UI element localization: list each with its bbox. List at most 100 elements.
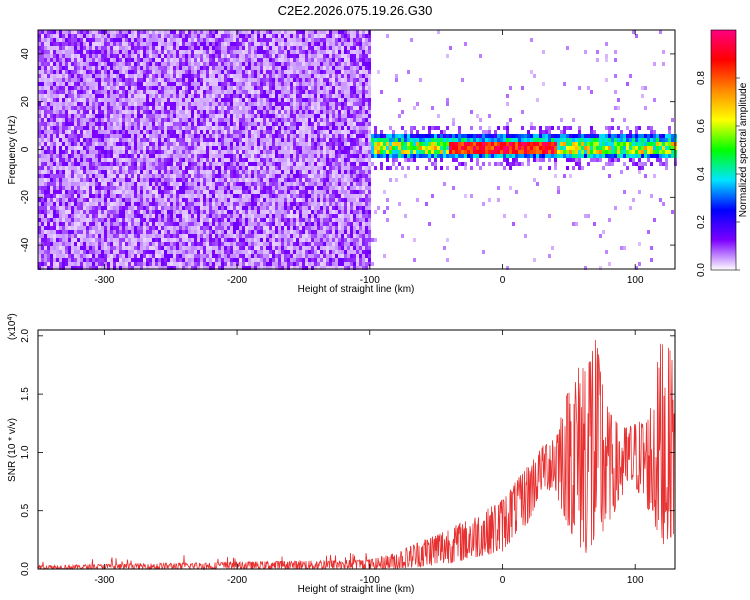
spectrogram-cell bbox=[164, 42, 167, 46]
spectrogram-cell bbox=[260, 134, 263, 138]
spectrogram-cell bbox=[101, 258, 104, 262]
spectrogram-cell bbox=[71, 154, 74, 158]
spectrogram-cell bbox=[260, 98, 263, 102]
spectrogram-cell bbox=[227, 166, 230, 170]
spectrogram-cell bbox=[149, 178, 152, 182]
spectrogram-cell bbox=[113, 206, 116, 210]
spectrogram-cell bbox=[113, 190, 116, 194]
spectrogram-cell bbox=[164, 246, 167, 250]
spectrogram-cell bbox=[182, 102, 185, 106]
spectrogram-cell bbox=[269, 142, 272, 146]
spectrogram-cell bbox=[251, 70, 254, 74]
spectrogram-cell bbox=[134, 134, 137, 138]
spectrogram-cell bbox=[248, 150, 251, 154]
spectrogram-cell bbox=[176, 50, 179, 54]
spectrogram-cell bbox=[194, 258, 197, 262]
spectrogram-cell bbox=[200, 234, 203, 238]
spectrogram-cell bbox=[41, 98, 44, 102]
spectrogram-cell bbox=[215, 74, 218, 78]
chart-title: C2E2.2026.075.19.26.G30 bbox=[278, 3, 433, 18]
spectrogram-cell bbox=[119, 34, 122, 38]
spectrogram-cell bbox=[227, 118, 230, 122]
spectrogram-cell bbox=[140, 182, 143, 186]
spectrogram-cell bbox=[41, 150, 44, 154]
spectrogram-cell bbox=[164, 182, 167, 186]
spectrogram-cell bbox=[134, 42, 137, 46]
spectrogram-cell bbox=[161, 154, 164, 158]
spectrogram-cell bbox=[203, 30, 206, 34]
spectrogram-cell bbox=[98, 62, 101, 66]
spectrogram-cell bbox=[239, 86, 242, 90]
spectrogram-cell bbox=[77, 54, 80, 58]
spectrogram-cell bbox=[191, 122, 194, 126]
spectrogram-cell bbox=[260, 186, 263, 190]
spectrogram-cell bbox=[38, 34, 41, 38]
spectrogram-cell bbox=[65, 170, 68, 174]
spectrogram-cell bbox=[248, 214, 251, 218]
spectrogram-cell bbox=[50, 186, 53, 190]
spectrogram-cell bbox=[215, 94, 218, 98]
spectrogram-cell bbox=[47, 30, 50, 34]
spectrogram-cell bbox=[206, 58, 209, 62]
spectrogram-cell bbox=[239, 226, 242, 230]
spectrogram-cell bbox=[38, 66, 41, 70]
spectrogram-cell bbox=[62, 62, 65, 66]
spectrogram-cell bbox=[143, 130, 146, 134]
spectrogram-cell bbox=[269, 58, 272, 62]
spectrogram-cell bbox=[41, 162, 44, 166]
spectrogram-cell bbox=[188, 186, 191, 190]
spectrogram-cell bbox=[140, 66, 143, 70]
spectrogram-cell bbox=[53, 138, 56, 142]
spectrogram-cell bbox=[101, 146, 104, 150]
spectrogram-cell bbox=[113, 34, 116, 38]
spectrogram-cell bbox=[209, 74, 212, 78]
spectrogram-cell bbox=[50, 150, 53, 154]
spectrogram-cell bbox=[107, 114, 110, 118]
spectrogram-cell bbox=[92, 234, 95, 238]
spectrogram-cell bbox=[239, 258, 242, 262]
spectrogram-cell bbox=[71, 210, 74, 214]
spectrogram-cell bbox=[107, 170, 110, 174]
spectrogram-cell bbox=[47, 246, 50, 250]
spectrogram-cell bbox=[266, 134, 269, 138]
spectrogram-cell bbox=[218, 70, 221, 74]
spectrogram-cell bbox=[128, 54, 131, 58]
spectrogram-cell bbox=[143, 82, 146, 86]
spectrogram-cell bbox=[134, 234, 137, 238]
spectrogram-cell bbox=[278, 42, 281, 46]
spectrogram-cell bbox=[269, 226, 272, 230]
spectrogram-cell bbox=[140, 106, 143, 110]
spectrogram-cell bbox=[74, 246, 77, 250]
spectrogram-cell bbox=[59, 186, 62, 190]
spectrogram-cell bbox=[272, 202, 275, 206]
spectrogram-cell bbox=[191, 258, 194, 262]
spectrogram-cell bbox=[176, 70, 179, 74]
spectrogram-cell bbox=[74, 214, 77, 218]
spectrogram-cell bbox=[191, 190, 194, 194]
spectrogram-cell bbox=[152, 214, 155, 218]
spectrogram-cell bbox=[263, 246, 266, 250]
spectrogram-cell bbox=[224, 170, 227, 174]
spectrogram-cell bbox=[224, 126, 227, 130]
spectrogram-cell bbox=[182, 90, 185, 94]
spectrogram-cell bbox=[284, 122, 287, 126]
spectrogram-cell bbox=[239, 142, 242, 146]
spectrogram-cell bbox=[212, 50, 215, 54]
spectrogram-cell bbox=[50, 258, 53, 262]
spectrogram-cell bbox=[110, 262, 113, 266]
spectrogram-cell bbox=[194, 266, 197, 270]
spectrogram-cell bbox=[263, 90, 266, 94]
spectrogram-cell bbox=[248, 54, 251, 58]
spectrogram-cell bbox=[233, 74, 236, 78]
spectrogram-cell bbox=[191, 130, 194, 134]
spectrogram-cell bbox=[200, 110, 203, 114]
spectrogram-cell bbox=[38, 134, 41, 138]
spectrogram-cell bbox=[260, 262, 263, 266]
spectrogram-cell bbox=[164, 114, 167, 118]
spectrogram-cell bbox=[242, 186, 245, 190]
spectrogram-cell bbox=[47, 210, 50, 214]
spectrogram-cell bbox=[203, 134, 206, 138]
spectrogram-cell bbox=[71, 54, 74, 58]
spectrogram-cell bbox=[212, 202, 215, 206]
spectrogram-cell bbox=[188, 126, 191, 130]
